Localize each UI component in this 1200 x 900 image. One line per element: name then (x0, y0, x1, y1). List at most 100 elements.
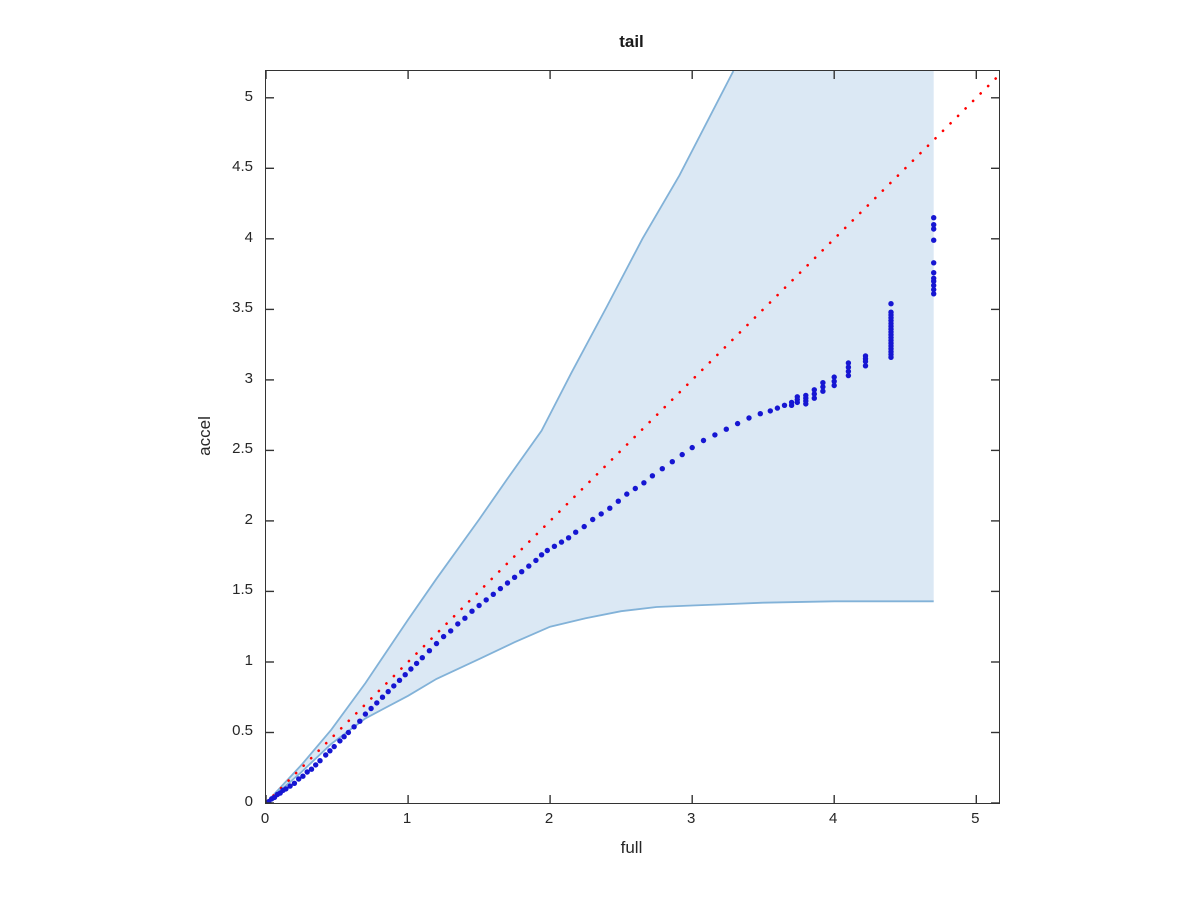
data-point (788, 399, 795, 406)
data-point (519, 569, 525, 575)
data-point (426, 648, 433, 654)
data-point (402, 672, 408, 678)
data-point (803, 392, 809, 399)
data-point (632, 485, 638, 492)
data-point (544, 547, 550, 554)
data-point (391, 683, 397, 689)
y-tick-label: 3 (244, 369, 253, 387)
data-point (526, 563, 532, 569)
data-point (291, 780, 298, 786)
data-point (448, 628, 454, 634)
data-point (327, 748, 333, 754)
data-point (931, 260, 937, 266)
plot-area (265, 70, 1000, 804)
data-point (679, 451, 685, 458)
data-point (723, 426, 729, 432)
data-point (811, 395, 817, 401)
data-point (396, 677, 403, 683)
data-point (598, 511, 604, 517)
data-point (483, 597, 489, 603)
data-point (845, 364, 852, 370)
data-point (351, 724, 357, 730)
data-point (931, 291, 937, 297)
data-point (455, 621, 461, 627)
data-point (296, 776, 302, 782)
data-point (558, 539, 565, 545)
data-point (862, 363, 869, 369)
y-axis-label: accel (195, 416, 214, 456)
y-tick-label: 4 (244, 228, 253, 246)
data-point (433, 640, 440, 647)
data-point (538, 552, 545, 558)
data-point (476, 602, 482, 609)
data-point (504, 580, 511, 586)
data-point (419, 655, 425, 661)
data-point (888, 309, 894, 315)
data-point (565, 535, 572, 541)
y-tick-label: 5 (244, 87, 253, 105)
data-point (811, 391, 817, 397)
data-point (624, 491, 630, 497)
x-axis-label: full (620, 838, 643, 857)
y-tick-label: 1 (244, 651, 253, 669)
data-point (590, 516, 596, 523)
data-point (304, 769, 310, 775)
data-point (533, 557, 539, 564)
data-point (573, 529, 579, 535)
data-point (374, 700, 380, 706)
data-point (931, 286, 937, 293)
data-point (845, 372, 852, 379)
data-point (931, 270, 937, 276)
data-point (669, 459, 675, 465)
data-point (317, 758, 323, 764)
data-point (774, 405, 781, 411)
data-point (831, 378, 837, 384)
data-point (781, 402, 788, 408)
x-tick-label: 2 (544, 810, 554, 827)
data-point (323, 752, 329, 758)
data-point (511, 574, 518, 580)
data-point (712, 432, 718, 438)
data-point (308, 766, 315, 772)
data-point (820, 388, 826, 394)
data-point (845, 368, 852, 375)
y-tick-label: 0.5 (232, 722, 253, 740)
data-point (757, 411, 763, 417)
y-tick-label: 2 (244, 510, 253, 528)
y-tick-label: 4.5 (232, 158, 253, 176)
data-point (413, 660, 420, 667)
data-point (551, 543, 558, 549)
data-point (931, 282, 937, 289)
data-point (931, 226, 937, 232)
plot-canvas (266, 71, 999, 803)
data-point (357, 718, 363, 724)
x-tick-label: 5 (971, 810, 980, 827)
data-point (820, 380, 826, 386)
x-tick-label: 4 (829, 810, 838, 827)
y-tick-label: 1.5 (232, 581, 253, 599)
data-point (659, 466, 665, 472)
data-point (287, 783, 293, 789)
data-point (331, 743, 337, 750)
confidence-band-upper-edge (266, 71, 735, 803)
data-point (767, 408, 773, 414)
y-tick-label: 3.5 (232, 299, 253, 317)
data-point (368, 705, 374, 712)
data-point (362, 711, 369, 717)
data-point (831, 382, 837, 389)
x-tick-label: 3 (686, 810, 696, 827)
y-tick-label: 2.5 (232, 440, 253, 458)
data-point (746, 415, 752, 421)
data-point (345, 729, 352, 736)
x-tick-label: 0 (260, 810, 270, 827)
data-point (700, 437, 707, 444)
data-point (385, 688, 391, 695)
data-point (888, 301, 894, 307)
data-point (337, 738, 343, 744)
data-point (734, 420, 741, 427)
chart-title: tail (619, 32, 644, 51)
data-point (313, 762, 319, 768)
data-point (497, 585, 504, 592)
data-point (615, 498, 621, 504)
